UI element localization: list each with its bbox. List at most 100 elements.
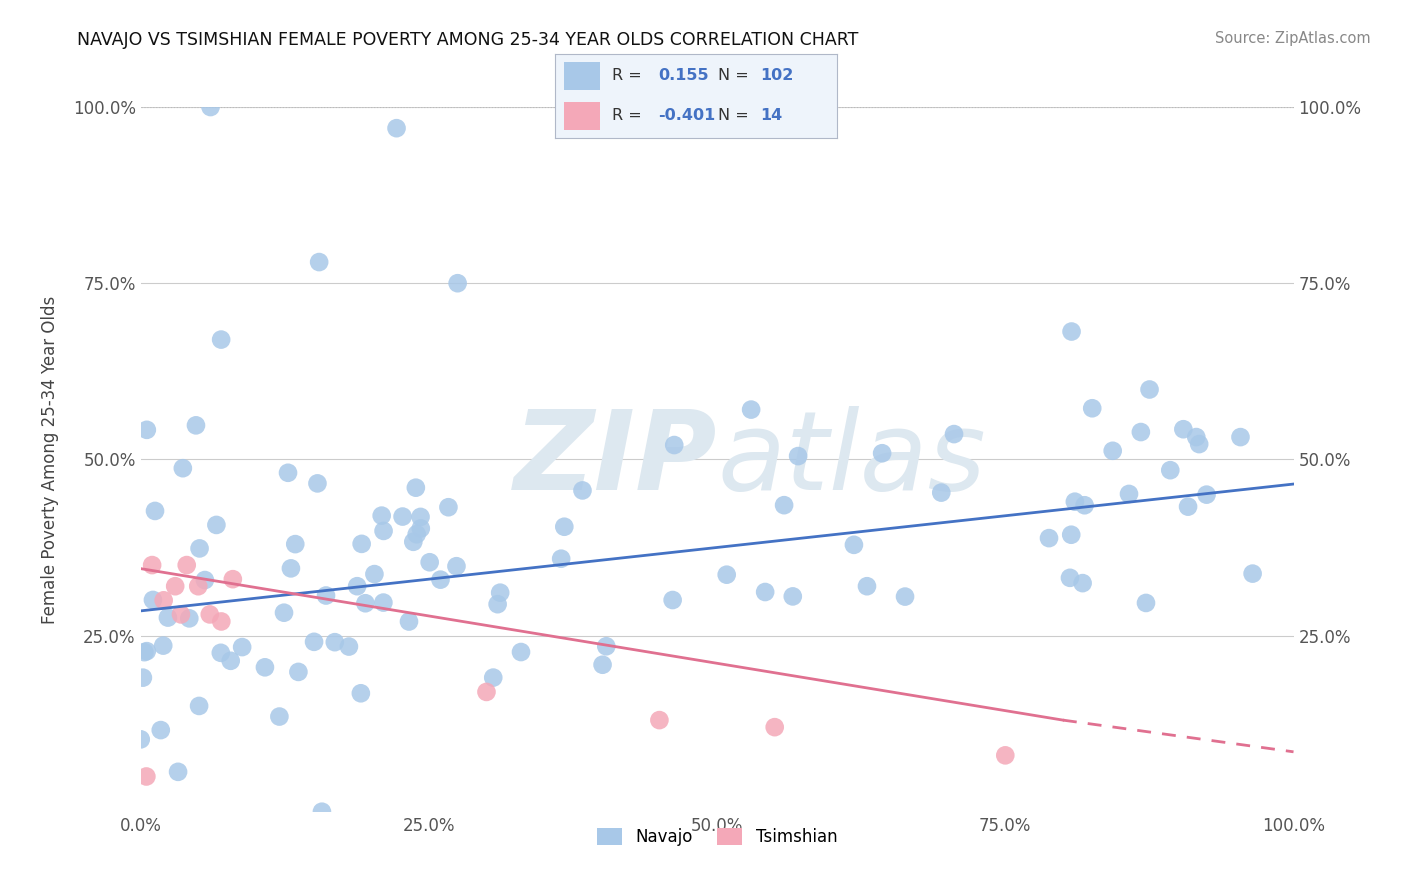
- Point: [446, 559, 468, 574]
- Text: N =: N =: [718, 108, 755, 123]
- Point: [648, 713, 671, 727]
- Point: [273, 606, 295, 620]
- Point: [929, 485, 952, 500]
- Point: [1060, 527, 1083, 541]
- Point: [277, 466, 299, 480]
- Point: [1188, 437, 1211, 451]
- Point: [323, 635, 346, 649]
- Point: [994, 748, 1017, 763]
- Bar: [564, 102, 600, 130]
- Point: [284, 537, 307, 551]
- Point: [661, 593, 683, 607]
- Point: [363, 567, 385, 582]
- Point: [302, 635, 325, 649]
- Text: 0.155: 0.155: [658, 69, 709, 84]
- Point: [1195, 488, 1218, 502]
- Point: [419, 555, 441, 569]
- Point: [1185, 430, 1208, 444]
- Y-axis label: Female Poverty Among 25-34 Year Olds: Female Poverty Among 25-34 Year Olds: [41, 295, 59, 624]
- Point: [149, 723, 172, 737]
- Point: [405, 481, 427, 495]
- Point: [1060, 325, 1083, 339]
- Point: [842, 538, 865, 552]
- Point: [894, 590, 917, 604]
- Point: [385, 121, 408, 136]
- Point: [510, 645, 533, 659]
- Point: [152, 593, 174, 607]
- Point: [373, 596, 395, 610]
- Text: NAVAJO VS TSIMSHIAN FEMALE POVERTY AMONG 25-34 YEAR OLDS CORRELATION CHART: NAVAJO VS TSIMSHIAN FEMALE POVERTY AMONG…: [77, 31, 859, 49]
- Point: [373, 524, 395, 538]
- Point: [429, 573, 451, 587]
- Point: [1241, 566, 1264, 581]
- Point: [1081, 401, 1104, 416]
- Point: [167, 764, 190, 779]
- Point: [553, 520, 575, 534]
- Point: [595, 640, 617, 654]
- Point: [152, 639, 174, 653]
- Point: [172, 461, 194, 475]
- Point: [176, 558, 198, 573]
- Text: Source: ZipAtlas.com: Source: ZipAtlas.com: [1215, 31, 1371, 46]
- Point: [315, 589, 337, 603]
- Point: [187, 579, 209, 593]
- Point: [129, 732, 152, 747]
- Point: [165, 579, 187, 593]
- Point: [1118, 487, 1140, 501]
- Point: [409, 521, 432, 535]
- Point: [231, 640, 253, 654]
- Legend: Navajo, Tsimshian: Navajo, Tsimshian: [591, 822, 844, 853]
- Text: R =: R =: [612, 69, 647, 84]
- Point: [134, 645, 156, 659]
- Point: [1071, 576, 1094, 591]
- Point: [194, 573, 217, 587]
- Point: [1038, 531, 1060, 545]
- Point: [346, 579, 368, 593]
- Point: [311, 805, 333, 819]
- Point: [763, 720, 786, 734]
- Point: [350, 686, 373, 700]
- Point: [482, 671, 505, 685]
- Point: [1159, 463, 1181, 477]
- Text: -0.401: -0.401: [658, 108, 716, 123]
- Point: [222, 572, 245, 586]
- Point: [209, 646, 232, 660]
- Point: [370, 508, 392, 523]
- Point: [143, 504, 166, 518]
- Point: [1059, 571, 1081, 585]
- Point: [354, 596, 377, 610]
- Point: [391, 509, 413, 524]
- Point: [141, 558, 163, 573]
- Text: atlas: atlas: [717, 406, 986, 513]
- Point: [280, 561, 302, 575]
- Point: [135, 769, 157, 784]
- Point: [253, 660, 276, 674]
- Point: [308, 255, 330, 269]
- Point: [870, 446, 893, 460]
- Point: [132, 671, 155, 685]
- Point: [1101, 443, 1123, 458]
- Point: [1135, 596, 1157, 610]
- Point: [475, 685, 498, 699]
- Point: [592, 657, 614, 672]
- Point: [1139, 383, 1161, 397]
- Point: [135, 423, 157, 437]
- Point: [1073, 498, 1095, 512]
- Point: [782, 590, 804, 604]
- Point: [170, 607, 193, 622]
- Point: [664, 438, 686, 452]
- Point: [184, 418, 207, 433]
- Point: [1063, 494, 1085, 508]
- Point: [188, 541, 211, 556]
- Point: [198, 607, 221, 622]
- Point: [787, 449, 810, 463]
- Point: [754, 585, 776, 599]
- Point: [209, 615, 232, 629]
- Point: [200, 100, 222, 114]
- Point: [156, 610, 179, 624]
- Point: [135, 644, 157, 658]
- Text: 102: 102: [761, 69, 794, 84]
- Point: [1229, 430, 1251, 444]
- Point: [269, 709, 291, 723]
- Point: [437, 500, 460, 515]
